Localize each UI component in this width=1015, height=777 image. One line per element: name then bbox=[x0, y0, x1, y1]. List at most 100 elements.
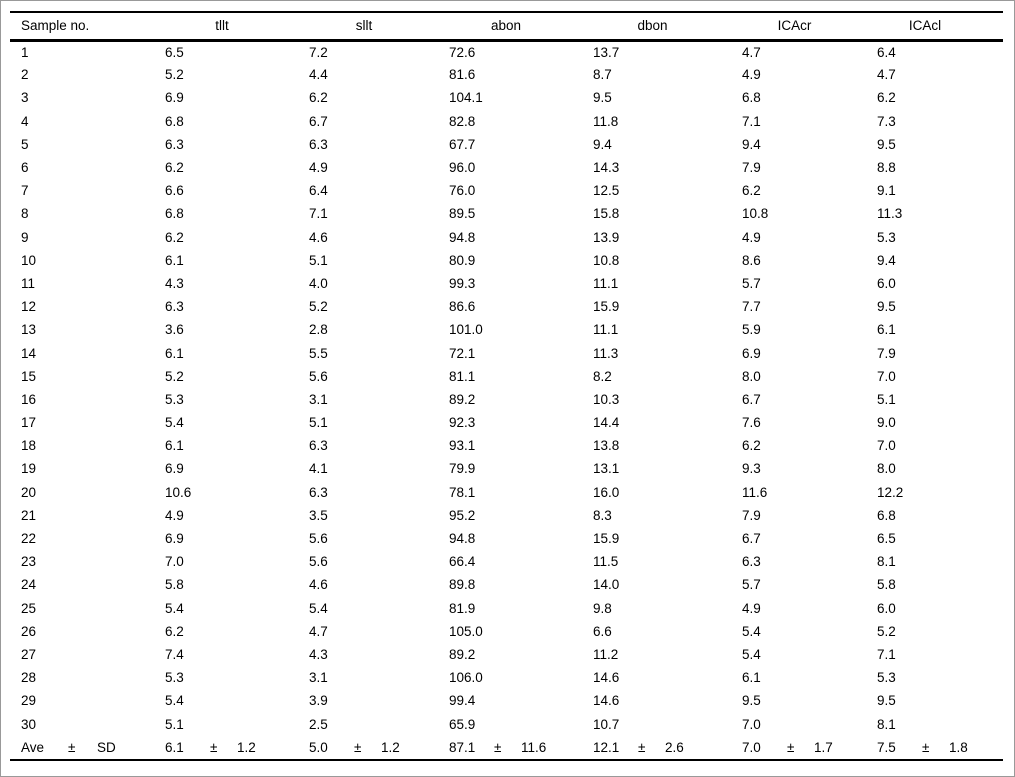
table-row-4: 4 6.8 6.7 82.8 11.8 7.1 7.3 bbox=[10, 110, 1003, 133]
value-cell: 66.4 bbox=[449, 554, 476, 570]
value-cell: 7.9 bbox=[877, 345, 896, 361]
value-cell: 5.9 bbox=[742, 322, 761, 338]
value-cell: 89.8 bbox=[449, 577, 476, 593]
sample-number-cell: 28 bbox=[21, 670, 37, 686]
value-cell: 4.3 bbox=[165, 275, 184, 291]
value-cell: 5.8 bbox=[877, 577, 896, 593]
table-footer: Ave ± SD 6.1 ±1.2 5.0 ±1.2 87.1 ±11.6 12.1 ±2.6 7.0… bbox=[10, 736, 1003, 760]
sd-value: 1.2 bbox=[237, 739, 256, 755]
column-header-abon: abon bbox=[490, 18, 522, 34]
table-row-22: 22 6.9 5.6 94.8 15.9 6.7 6.5 bbox=[10, 527, 1003, 550]
value-cell: 6.7 bbox=[742, 531, 761, 547]
value-cell: 10.6 bbox=[165, 484, 192, 500]
sample-number-cell: 7 bbox=[21, 183, 29, 199]
value-cell: 89.5 bbox=[449, 206, 476, 222]
value-cell: 5.3 bbox=[877, 670, 896, 686]
value-cell: 5.2 bbox=[309, 299, 328, 315]
value-cell: 94.8 bbox=[449, 229, 476, 245]
value-cell: 2.8 bbox=[309, 322, 328, 338]
table-row-2: 2 5.2 4.4 81.6 8.7 4.9 4.7 bbox=[10, 63, 1003, 86]
value-cell: 4.6 bbox=[309, 577, 328, 593]
value-cell: 6.6 bbox=[165, 183, 184, 199]
mean-value: 87.1 bbox=[449, 739, 476, 755]
value-cell: 6.3 bbox=[309, 484, 328, 500]
sample-number-cell: 1 bbox=[21, 44, 29, 60]
value-cell: 16.0 bbox=[593, 484, 620, 500]
value-cell: 11.8 bbox=[593, 113, 619, 129]
sample-number-cell: 15 bbox=[21, 368, 37, 384]
value-cell: 5.8 bbox=[165, 577, 184, 593]
value-cell: 6.2 bbox=[877, 90, 896, 106]
table-row-9: 9 6.2 4.6 94.8 13.9 4.9 5.3 bbox=[10, 226, 1003, 249]
value-cell: 4.1 bbox=[309, 461, 328, 477]
value-cell: 6.9 bbox=[165, 90, 184, 106]
value-cell: 6.9 bbox=[165, 461, 184, 477]
value-cell: 5.4 bbox=[742, 646, 761, 662]
value-cell: 11.3 bbox=[593, 345, 619, 361]
table-row-15: 15 5.2 5.6 81.1 8.2 8.0 7.0 bbox=[10, 365, 1003, 388]
value-cell: 9.4 bbox=[742, 136, 761, 152]
sample-number-cell: 8 bbox=[21, 206, 29, 222]
value-cell: 6.8 bbox=[165, 113, 184, 129]
value-cell: 6.2 bbox=[742, 183, 761, 199]
sample-number-cell: 10 bbox=[21, 252, 37, 268]
value-cell: 4.7 bbox=[742, 44, 761, 60]
value-cell: 5.4 bbox=[165, 600, 184, 616]
value-cell: 6.2 bbox=[165, 623, 184, 639]
value-cell: 11.3 bbox=[877, 206, 903, 222]
value-cell: 4.9 bbox=[742, 67, 761, 83]
value-cell: 6.1 bbox=[877, 322, 896, 338]
value-cell: 7.2 bbox=[309, 44, 328, 60]
value-cell: 5.2 bbox=[877, 623, 896, 639]
value-cell: 6.5 bbox=[877, 531, 896, 547]
value-cell: 3.9 bbox=[309, 693, 328, 709]
value-cell: 6.1 bbox=[165, 345, 184, 361]
value-cell: 14.6 bbox=[593, 693, 620, 709]
summary-stat-cell-dbon: 12.1 ±2.6 bbox=[593, 736, 742, 760]
value-cell: 11.2 bbox=[593, 646, 619, 662]
value-cell: 6.0 bbox=[877, 275, 896, 291]
table-row-23: 23 7.0 5.6 66.4 11.5 6.3 8.1 bbox=[10, 550, 1003, 573]
sample-number-cell: 30 bbox=[21, 716, 37, 732]
sample-number-cell: 25 bbox=[21, 600, 37, 616]
table-row-24: 24 5.8 4.6 89.8 14.0 5.7 5.8 bbox=[10, 573, 1003, 596]
value-cell: 5.7 bbox=[742, 275, 761, 291]
value-cell: 72.1 bbox=[449, 345, 476, 361]
value-cell: 6.8 bbox=[877, 507, 896, 523]
value-cell: 7.1 bbox=[742, 113, 761, 129]
value-cell: 6.3 bbox=[165, 136, 184, 152]
value-cell: 6.2 bbox=[165, 229, 184, 245]
value-cell: 6.3 bbox=[742, 554, 761, 570]
value-cell: 11.1 bbox=[593, 322, 619, 338]
value-cell: 11.5 bbox=[593, 554, 619, 570]
value-cell: 7.7 bbox=[742, 299, 761, 315]
value-cell: 5.6 bbox=[309, 531, 328, 547]
value-cell: 99.3 bbox=[449, 275, 476, 291]
value-cell: 9.8 bbox=[593, 600, 612, 616]
value-cell: 8.0 bbox=[742, 368, 761, 384]
value-cell: 14.0 bbox=[593, 577, 620, 593]
sample-number-cell: 11 bbox=[21, 275, 36, 291]
value-cell: 9.4 bbox=[593, 136, 612, 152]
value-cell: 4.6 bbox=[309, 229, 328, 245]
value-cell: 78.1 bbox=[449, 484, 476, 500]
column-header-icacl: ICAcl bbox=[908, 18, 942, 34]
value-cell: 6.1 bbox=[165, 438, 184, 454]
value-cell: 8.8 bbox=[877, 160, 896, 176]
value-cell: 5.2 bbox=[165, 67, 184, 83]
value-cell: 7.0 bbox=[877, 368, 896, 384]
value-cell: 7.9 bbox=[742, 160, 761, 176]
value-cell: 94.8 bbox=[449, 531, 476, 547]
value-cell: 6.2 bbox=[165, 160, 184, 176]
value-cell: 6.0 bbox=[877, 600, 896, 616]
value-cell: 6.1 bbox=[742, 670, 761, 686]
sample-number-cell: 26 bbox=[21, 623, 37, 639]
table-row-28: 28 5.3 3.1 106.0 14.6 6.1 5.3 bbox=[10, 666, 1003, 689]
table-row-7: 7 6.6 6.4 76.0 12.5 6.2 9.1 bbox=[10, 179, 1003, 202]
table-row-27: 27 7.4 4.3 89.2 11.2 5.4 7.1 bbox=[10, 643, 1003, 666]
sample-number-cell: 17 bbox=[21, 415, 37, 431]
value-cell: 8.7 bbox=[593, 67, 612, 83]
value-cell: 9.1 bbox=[877, 183, 896, 199]
value-cell: 6.4 bbox=[309, 183, 328, 199]
value-cell: 79.9 bbox=[449, 461, 476, 477]
